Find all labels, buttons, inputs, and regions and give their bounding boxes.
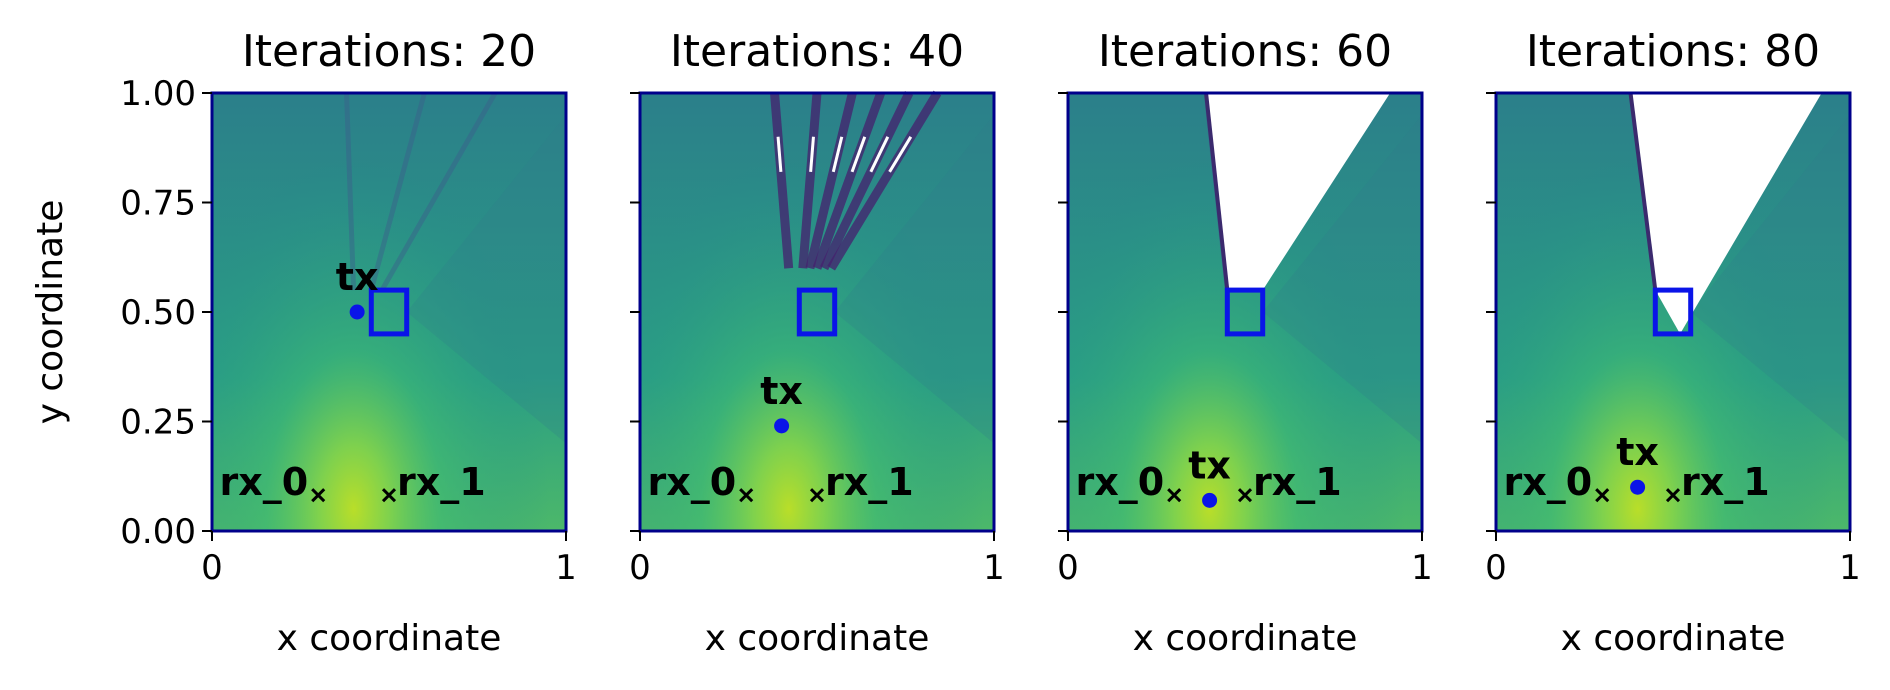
receiver-marker-1 <box>1665 488 1681 503</box>
ray-5 <box>820 91 914 271</box>
receiver-label-1: rx_1 <box>1681 460 1770 504</box>
y-axis-label: y coordinate <box>30 200 71 425</box>
receiver-label-0: rx_0 <box>219 460 308 504</box>
receiver-label-1: rx_1 <box>1253 460 1342 504</box>
ray-gap-6 <box>888 136 913 173</box>
x-axis-label: x coordinate <box>705 618 930 659</box>
receiver-marker-0 <box>1595 488 1610 503</box>
field-shading <box>406 114 566 444</box>
field-shading <box>1262 114 1422 444</box>
receiver-label-1: rx_1 <box>825 460 914 504</box>
chart-panel-1: rx_0 rx_1 tx Iterations: 20 0 1 0.00 0.25 0.50 0.… <box>30 26 577 659</box>
y-tick-label: 0.00 <box>120 512 196 552</box>
receiver-marker-0 <box>311 488 326 503</box>
x-tick-label: 1 <box>555 548 577 588</box>
receiver-label-0: rx_0 <box>1503 460 1592 504</box>
x-tick-label: 0 <box>1057 548 1079 588</box>
ray-1 <box>770 92 794 269</box>
chart-panel-2: rx_0 rx_1 tx Iterations: 40 0 1 x coordinate <box>629 26 1005 659</box>
y-tick-label: 0.50 <box>120 293 196 333</box>
receiver-marker-0 <box>739 488 754 503</box>
tx-point <box>349 304 365 320</box>
field-shading <box>1690 114 1850 444</box>
x-tick-label: 1 <box>1839 548 1861 588</box>
tx-label: tx <box>336 255 379 299</box>
ray-6 <box>827 90 942 271</box>
receiver-label-0: rx_0 <box>1075 460 1164 504</box>
target-box <box>796 287 838 337</box>
receiver-label-0: rx_0 <box>647 460 736 504</box>
chart-title: Iterations: 20 <box>242 26 536 77</box>
ray-gap-5 <box>869 136 890 173</box>
ray-3 <box>379 91 498 292</box>
target-box <box>368 287 410 337</box>
x-axis-label: x coordinate <box>277 618 502 659</box>
receiver-marker-1 <box>1237 488 1253 503</box>
void-edge <box>1628 92 1658 291</box>
target-box <box>1652 287 1694 337</box>
ray-2 <box>798 92 822 269</box>
ray-gap-1 <box>776 136 783 172</box>
target-box <box>1224 287 1266 337</box>
ray-2 <box>368 92 427 291</box>
tx-point <box>1202 492 1218 508</box>
chart-title: Iterations: 60 <box>1098 26 1392 77</box>
ray-gap-4 <box>850 136 867 173</box>
receiver-marker-0 <box>1167 488 1182 503</box>
x-tick-label: 1 <box>1411 548 1433 588</box>
void-edge <box>1204 92 1230 291</box>
chart-title: Iterations: 80 <box>1526 26 1820 77</box>
ray-3 <box>805 91 857 270</box>
y-tick-label: 0.25 <box>120 403 196 443</box>
tx-label: tx <box>1188 443 1231 487</box>
field-shading <box>834 114 994 444</box>
ray-4 <box>812 91 885 270</box>
tx-point <box>774 418 790 434</box>
chart-panel-3: rx_0 rx_1 tx Iterations: 60 0 1 x coordinate <box>1057 26 1433 659</box>
ray-1 <box>344 92 357 291</box>
void-region <box>1206 93 1391 291</box>
heatmap-hotspot <box>212 93 566 531</box>
x-tick-label: 0 <box>1485 548 1507 588</box>
tx-label: tx <box>760 369 803 413</box>
y-tick-label: 1.00 <box>120 74 196 114</box>
chart-title: Iterations: 40 <box>670 26 964 77</box>
x-tick-label: 0 <box>201 548 223 588</box>
x-axis-label: x coordinate <box>1133 618 1358 659</box>
receiver-label-1: rx_1 <box>397 460 486 504</box>
x-tick-label: 1 <box>983 548 1005 588</box>
tx-label: tx <box>1616 430 1659 474</box>
receiver-marker-1 <box>381 488 397 503</box>
ray-gap-2 <box>809 136 815 172</box>
y-tick-label: 0.75 <box>120 184 196 224</box>
heatmap-hotspot <box>640 93 994 531</box>
chart-panel-4: rx_0 rx_1 tx Iterations: 80 0 1 x coordinate <box>1485 26 1861 659</box>
x-tick-label: 0 <box>629 548 651 588</box>
x-axis-label: x coordinate <box>1561 618 1786 659</box>
void-region <box>1630 93 1822 334</box>
tx-point <box>1630 479 1646 495</box>
ray-gap-3 <box>831 136 844 173</box>
receiver-marker-1 <box>809 488 825 503</box>
